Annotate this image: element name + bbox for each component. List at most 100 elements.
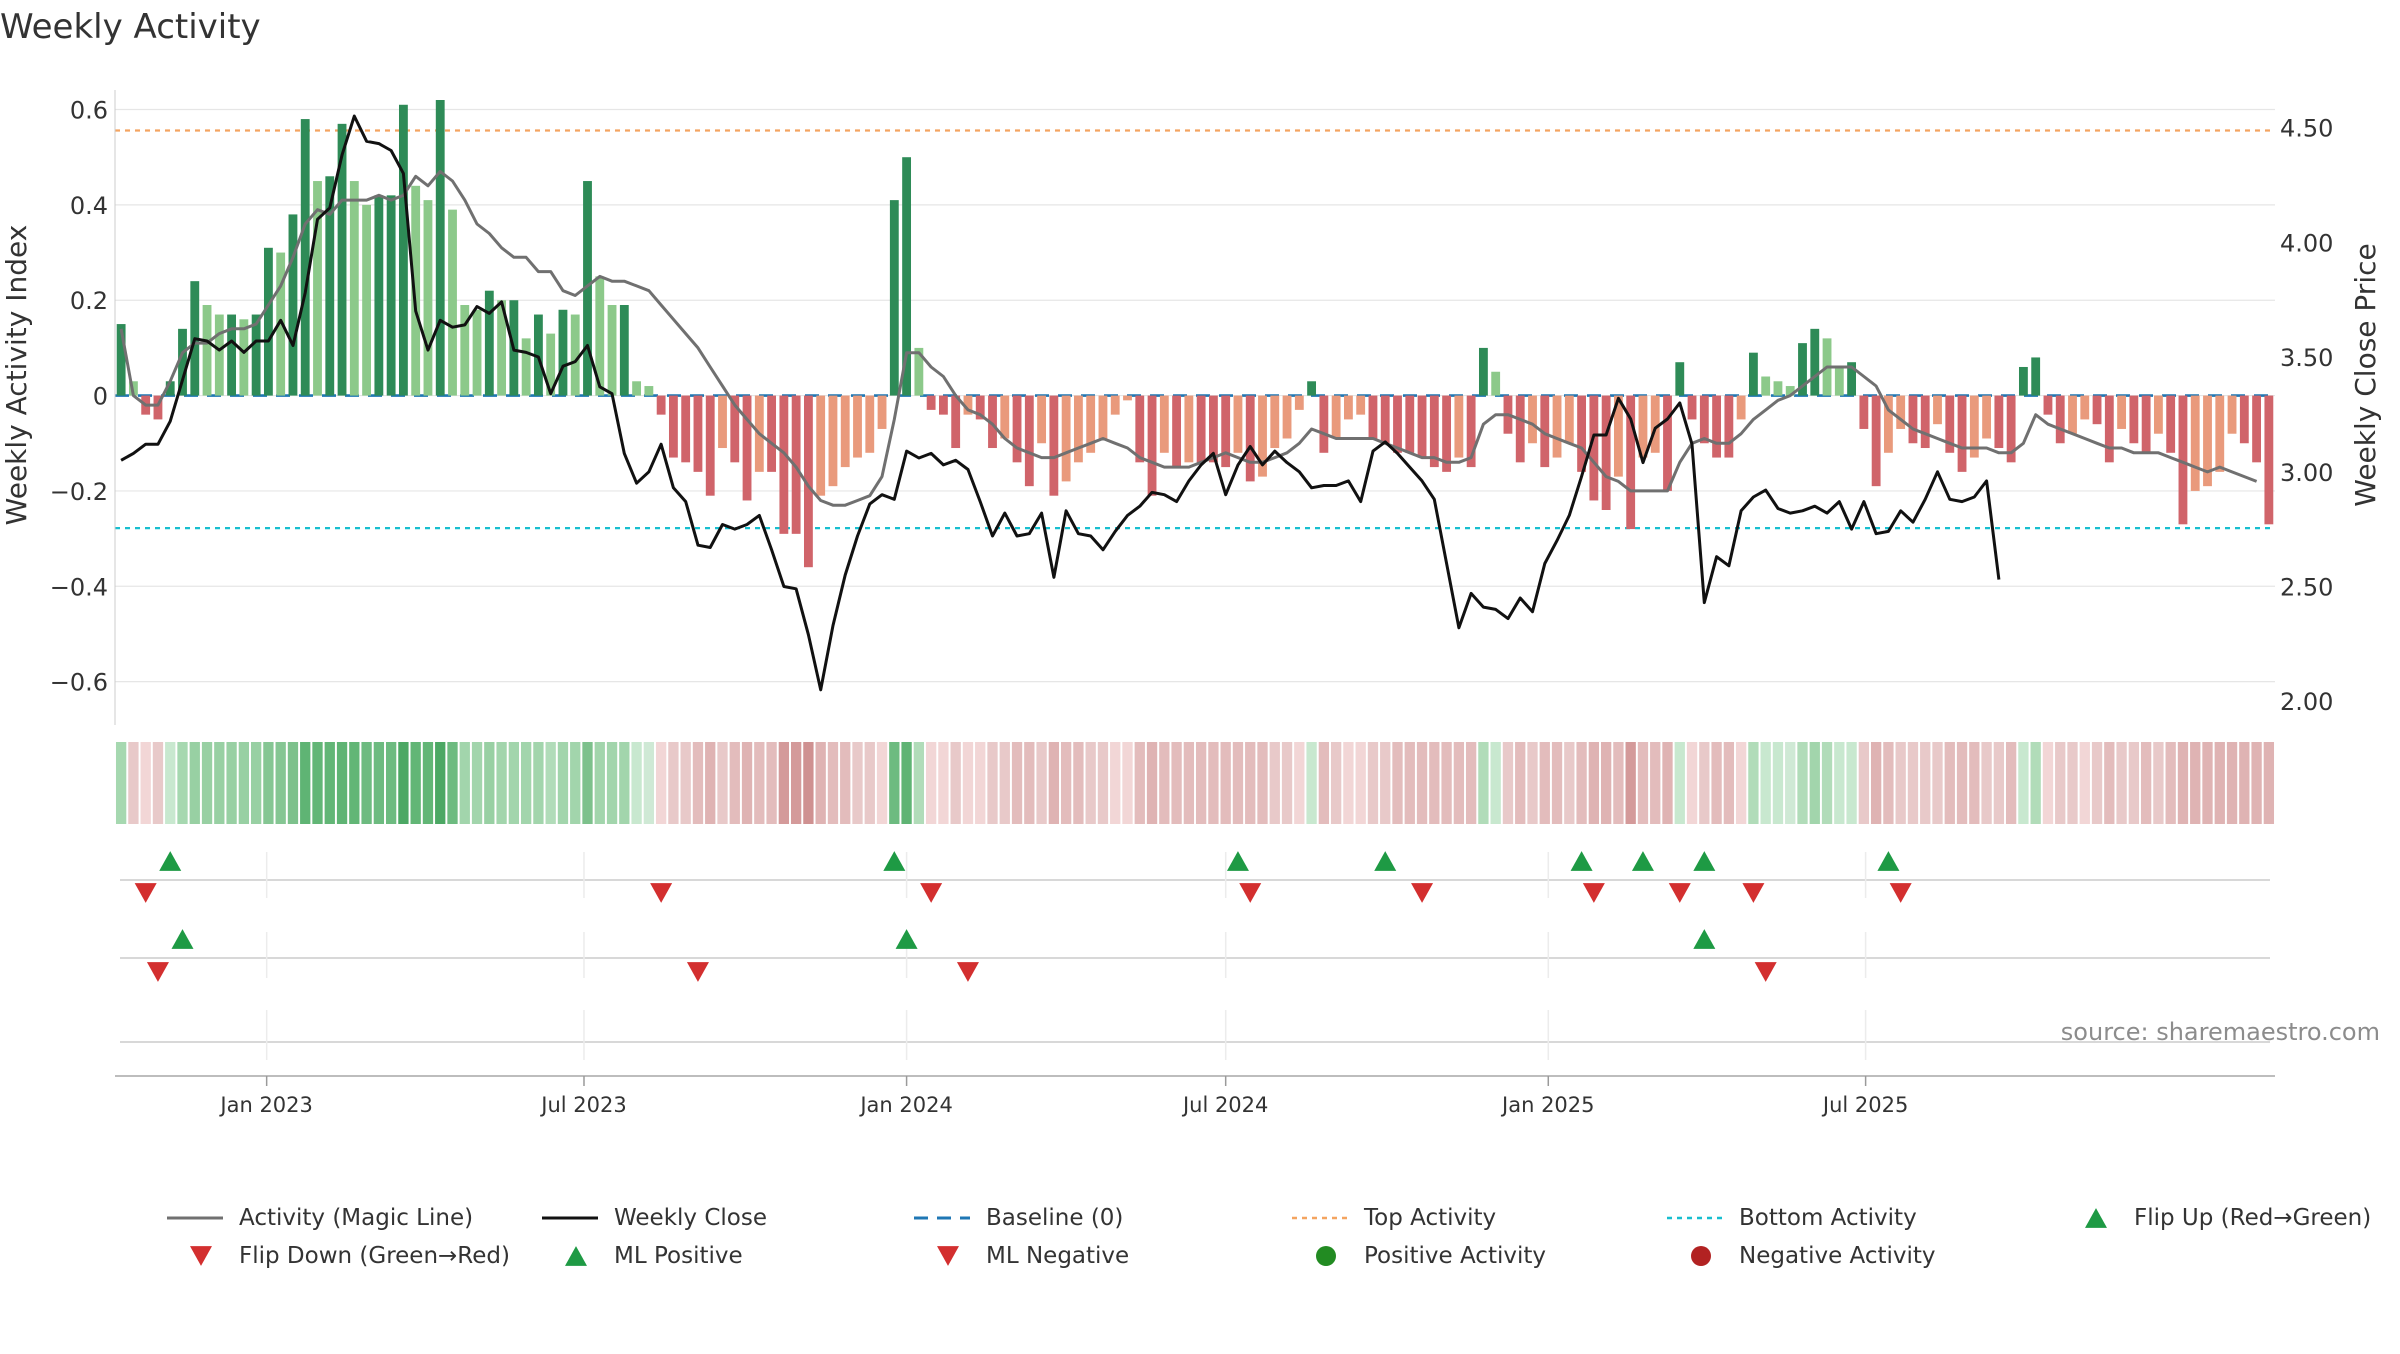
heat-cell: [1404, 742, 1415, 824]
activity-bar: [1785, 386, 1795, 396]
legend-label: Weekly Close: [614, 1205, 767, 1231]
activity-bar: [1589, 395, 1599, 501]
activity-bar: [2215, 395, 2225, 472]
heat-cell: [2239, 742, 2250, 824]
heat-cell: [238, 742, 250, 824]
activity-bar: [767, 395, 777, 472]
activity-bar: [877, 395, 887, 429]
heat-cell: [1564, 742, 1575, 824]
y2-tick-label: 2.00: [2280, 688, 2333, 716]
flip-down-marker: [1889, 883, 1912, 903]
activity-bar: [2264, 395, 2274, 525]
heat-cell: [115, 742, 127, 824]
heat-cell: [876, 742, 888, 824]
activity-bar: [2129, 395, 2139, 444]
heat-cell: [226, 742, 237, 824]
activity-bar: [1564, 395, 1574, 444]
activity-bar: [1663, 395, 1672, 491]
activity-bar: [1307, 381, 1317, 396]
activity-bar: [951, 395, 961, 449]
y-tick-label: 0: [93, 383, 108, 411]
activity-bar: [1417, 395, 1427, 458]
activity-bar: [2018, 366, 2028, 396]
activity-bar: [1343, 395, 1353, 420]
heat-cell: [128, 742, 139, 824]
activity-bar: [1994, 395, 2004, 449]
heat-cell: [1625, 742, 1636, 824]
legend-label: Top Activity: [1364, 1205, 1497, 1231]
activity-bar: [214, 314, 224, 396]
heat-cell: [790, 742, 802, 824]
activity-bar: [313, 181, 322, 396]
x-tick-label: Jan 2024: [858, 1093, 953, 1117]
activity-bar: [595, 276, 605, 396]
activity-bar: [1466, 395, 1476, 468]
activity-bar: [349, 181, 359, 396]
activity-bar: [791, 395, 801, 534]
heat-cell: [545, 742, 556, 824]
legend-item: Negative Activity: [1665, 1243, 1936, 1269]
legend-swatch: [190, 1246, 212, 1266]
heat-cell: [1821, 742, 1833, 824]
flip-up-marker: [1631, 851, 1654, 871]
heat-cell: [1613, 742, 1624, 824]
activity-bar: [1000, 395, 1010, 439]
activity-bar: [1159, 395, 1169, 453]
x-axis: Jan 2023 Jul 2023 Jan 2024 Jul 2024 Jan 2025…: [115, 1075, 2275, 1117]
activity-bar: [730, 395, 740, 463]
activity-bar: [423, 200, 433, 396]
heat-cell: [1760, 742, 1771, 824]
ml-positive-marker: [171, 929, 194, 949]
heat-cell: [1380, 742, 1391, 824]
heat-cell: [1527, 742, 1538, 824]
heat-cell: [496, 742, 507, 824]
series-lines: [119, 114, 2258, 692]
legend-item: Weekly Close: [540, 1205, 767, 1231]
flip-up-marker: [1374, 851, 1397, 871]
heat-cell: [2116, 742, 2127, 824]
ml-negative-marker: [1754, 962, 1777, 982]
activity-bar: [1945, 395, 1955, 453]
heat-cell: [1785, 742, 1796, 824]
activity-bar: [1073, 395, 1083, 463]
activity-bar: [1147, 395, 1157, 496]
activity-bar: [1233, 395, 1243, 453]
legend-swatch: [565, 1246, 587, 1266]
activity-bar: [1810, 328, 1820, 396]
heat-cell: [1355, 742, 1366, 824]
heat-cell: [1858, 742, 1870, 824]
heat-cell: [1870, 742, 1882, 824]
heat-cell: [1036, 742, 1047, 824]
heat-cell: [1097, 742, 1109, 824]
heat-cell: [1515, 742, 1526, 824]
heat-cell: [2263, 742, 2275, 824]
activity-bar: [1294, 395, 1304, 410]
axes: 0.6 0.4 0.2 0 −0.2 −0.4 −0.6 4.50 4.00 3.50 3.00 2.…: [50, 90, 2333, 725]
activity-bar: [742, 395, 752, 501]
activity-bar: [926, 395, 936, 410]
activity-bar: [779, 395, 789, 534]
heat-cell: [1257, 742, 1268, 824]
heat-cell: [803, 742, 814, 824]
heat-cell: [324, 742, 335, 824]
heat-cell: [2030, 742, 2041, 824]
activity-bar: [1258, 395, 1267, 477]
heat-cell: [570, 742, 581, 824]
heat-cell: [913, 742, 925, 824]
heat-cell: [214, 742, 225, 824]
heat-cell: [1171, 742, 1182, 824]
heat-cell: [692, 742, 704, 824]
activity-bar: [1528, 395, 1537, 444]
heat-cell: [1367, 742, 1379, 824]
heat-cell: [533, 742, 544, 824]
activity-bar: [1675, 362, 1685, 396]
flip-down-marker: [650, 883, 673, 903]
activity-bar: [202, 305, 212, 396]
activity-bar: [1282, 395, 1292, 439]
y2-tick-label: 4.00: [2280, 229, 2333, 257]
y2-tick-label: 3.00: [2280, 459, 2333, 487]
heat-cell: [619, 742, 630, 824]
activity-bar: [1638, 395, 1648, 458]
heat-cell: [2104, 742, 2115, 824]
activity-bar: [2178, 395, 2188, 525]
